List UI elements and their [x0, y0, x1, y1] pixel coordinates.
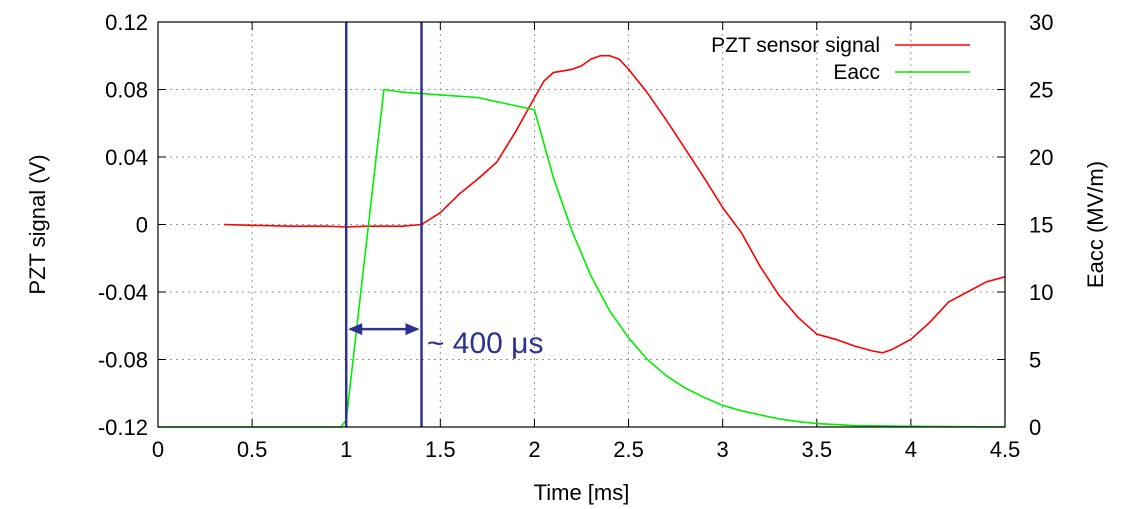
x-tick-label: 1.5: [425, 437, 456, 462]
x-tick-label: 4: [905, 437, 917, 462]
annotation-arrow-head-left: [348, 323, 363, 336]
series-line-pzt-sensor-signal: [223, 54, 1006, 354]
x-tick-label: 0: [152, 437, 164, 462]
y2-tick-label: 15: [1029, 213, 1053, 238]
x-tick-label: 1: [340, 437, 352, 462]
y2-axis-title: Eacc (MV/m): [1083, 161, 1108, 288]
x-tick-label: 2: [528, 437, 540, 462]
y-axis-title: PZT signal (V): [25, 154, 50, 294]
legend-label: Eacc: [833, 61, 880, 84]
legend-label: PZT sensor signal: [711, 34, 880, 57]
x-tick-label: 3.5: [801, 437, 832, 462]
y-tick-label: 0.12: [105, 10, 148, 35]
y-tick-label: 0: [136, 213, 148, 238]
x-axis-title: Time [ms]: [534, 480, 630, 505]
plot-frame: [157, 21, 1006, 428]
y2-tick-label: 5: [1029, 348, 1041, 373]
y-tick-label: 0.08: [105, 78, 148, 103]
y2-tick-label: 25: [1029, 78, 1053, 103]
y2-tick-label: 30: [1029, 10, 1053, 35]
x-tick-label: 4.5: [990, 437, 1021, 462]
y2-tick-label: 0: [1029, 415, 1041, 440]
y-tick-label: -0.12: [98, 415, 148, 440]
y-tick-label: 0.04: [105, 145, 148, 170]
y-tick-label: -0.08: [98, 348, 148, 373]
series-line-eacc: [158, 88, 1006, 428]
x-tick-label: 0.5: [237, 437, 268, 462]
y2-tick-label: 10: [1029, 280, 1053, 305]
y2-tick-label: 20: [1029, 145, 1053, 170]
annotation-duration-label: ~ 400 μs: [427, 327, 544, 360]
annotation-arrow-head-right: [405, 323, 420, 336]
y-tick-label: -0.04: [98, 280, 148, 305]
x-tick-label: 2.5: [613, 437, 644, 462]
x-tick-label: 3: [717, 437, 729, 462]
